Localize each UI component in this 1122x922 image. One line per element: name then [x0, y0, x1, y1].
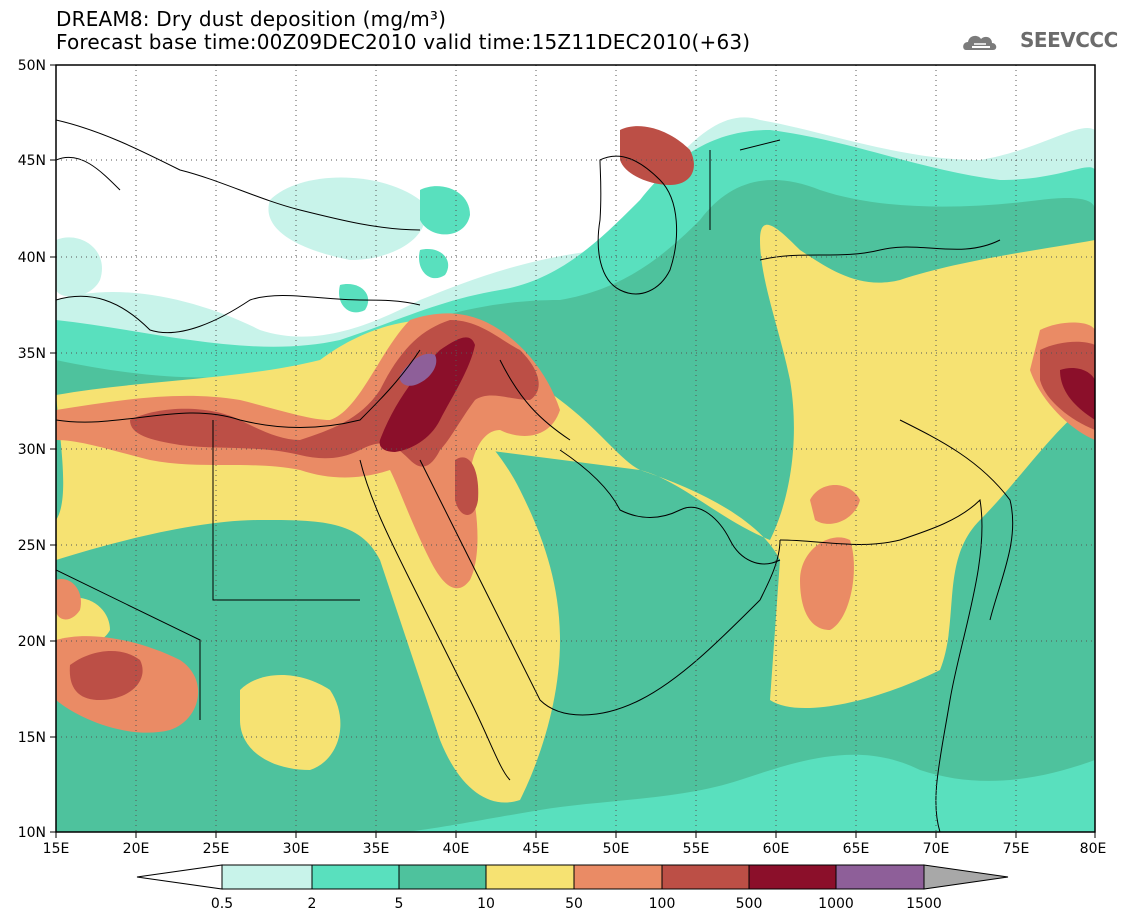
colorbar-swatch [485, 864, 575, 890]
lon-label: 30E [283, 841, 310, 857]
lat-lon-grid [56, 65, 1095, 832]
lon-label: 65E [843, 841, 870, 857]
lat-label: 40N [18, 250, 46, 266]
forecast-time-subtitle: Forecast base time:00Z09DEC2010 valid ti… [56, 30, 751, 54]
lat-label: 25N [18, 538, 46, 554]
dust-contour-500 [379, 337, 1095, 452]
longitude-labels: 15E 20E 25E 30E 35E 40E 45E 50E 55E 60E … [43, 841, 1107, 857]
seevccc-logo-text: SEEVCCC [1020, 28, 1118, 52]
colorbar-label: 2 [308, 896, 317, 912]
lon-label: 60E [763, 841, 790, 857]
colorbar-under-triangle [136, 864, 223, 890]
colorbar-label: 0.5 [211, 896, 233, 912]
colorbar-swatch [835, 864, 925, 890]
colorbar-swatch [573, 864, 663, 890]
colorbar-label: 10 [477, 896, 495, 912]
lon-label: 75E [1003, 841, 1030, 857]
coastlines-borders [56, 119, 1014, 832]
colorbar-label: 1000 [818, 896, 854, 912]
map-plot-area [56, 65, 1095, 832]
map-title: DREAM8: Dry dust deposition (mg/m³) [56, 7, 447, 31]
colorbar-label: 100 [649, 896, 676, 912]
lon-label: 55E [683, 841, 710, 857]
colorbar-label: 1500 [906, 896, 942, 912]
dust-contour-1000 [399, 353, 437, 386]
lat-label: 50N [18, 58, 46, 74]
lat-label: 20N [18, 634, 46, 650]
colorbar-swatch [398, 864, 487, 890]
lat-label: 15N [18, 730, 46, 746]
lat-label: 10N [18, 825, 46, 841]
lon-label: 35E [363, 841, 390, 857]
colorbar-labels: 0.5 2 5 10 50 100 500 1000 1500 [211, 896, 942, 912]
colorbar-label: 5 [395, 896, 404, 912]
colorbar-label: 500 [736, 896, 763, 912]
colorbar-over-triangle [923, 864, 1009, 890]
colorbar-label: 50 [565, 896, 583, 912]
lon-label: 45E [523, 841, 550, 857]
lon-label: 15E [43, 841, 70, 857]
colorbar-swatch [661, 864, 750, 890]
colorbar-swatch [311, 864, 400, 890]
lon-label: 80E [1080, 841, 1107, 857]
lon-label: 40E [443, 841, 470, 857]
lon-label: 70E [923, 841, 950, 857]
lon-label: 20E [123, 841, 150, 857]
lon-label: 50E [603, 841, 630, 857]
lon-label: 25E [203, 841, 230, 857]
lat-label: 45N [18, 153, 46, 169]
colorbar-swatch [748, 864, 837, 890]
axis-ticks [50, 64, 1096, 838]
colorbar [136, 864, 1009, 890]
latitude-labels: 50N 45N 40N 35N 30N 25N 20N 15N 10N [18, 58, 46, 841]
cloud-logo-icon [963, 35, 997, 50]
lat-label: 30N [18, 442, 46, 458]
colorbar-swatch [221, 864, 313, 890]
lat-label: 35N [18, 346, 46, 362]
